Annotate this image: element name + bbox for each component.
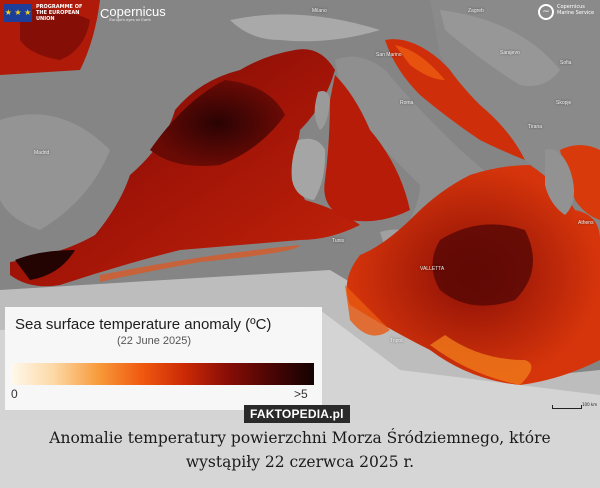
legend-title: Sea surface temperature anomaly (ºC) bbox=[15, 316, 272, 333]
copernicus-c-icon: C bbox=[100, 5, 110, 21]
sirte-coast bbox=[430, 335, 532, 385]
ionian-core bbox=[432, 224, 533, 306]
alps bbox=[230, 14, 380, 42]
algeria-coast bbox=[100, 245, 300, 282]
place-label-skopje: Skopje bbox=[556, 100, 572, 106]
adriatic-warm bbox=[395, 45, 445, 80]
sardinia bbox=[291, 138, 326, 200]
legend-date: (22 June 2025) bbox=[117, 335, 191, 347]
legend-panel: Sea surface temperature anomaly (ºC) (22… bbox=[5, 307, 322, 410]
eu-programme-text: PROGRAMME OF THE EUROPEAN UNION bbox=[36, 4, 83, 22]
tunisia-coast bbox=[345, 285, 390, 336]
gulf-of-lion bbox=[150, 80, 285, 166]
copernicus-logo-text: opernicus bbox=[109, 4, 166, 19]
place-label-sofia: Sofia bbox=[560, 60, 572, 66]
greece bbox=[545, 149, 574, 215]
place-label-athens: Athens bbox=[578, 220, 594, 226]
cms-logo-text: Copernicus Marine Service bbox=[557, 4, 595, 16]
cms-wave-icon: ~ bbox=[538, 4, 554, 20]
tyrrhenian bbox=[324, 75, 410, 222]
place-label-tirana: Tirana bbox=[528, 124, 542, 130]
partner-logos: ★ ★ ★ PROGRAMME OF THE EUROPEAN UNION C … bbox=[4, 4, 166, 22]
legend-colorbar bbox=[11, 363, 314, 385]
place-label-sarajevo: Sarajevo bbox=[500, 50, 520, 56]
place-label-milan: Milano bbox=[312, 8, 327, 14]
place-label-valletta: VALLETTA bbox=[420, 266, 445, 272]
legend-max-label: >5 bbox=[294, 387, 308, 401]
place-label-madrid: Madrid bbox=[34, 150, 50, 156]
eu-flag-icon: ★ ★ ★ bbox=[4, 4, 32, 22]
atlantic-hotspot bbox=[20, 8, 90, 60]
watermark: FAKTOPEDIA.pl bbox=[244, 405, 350, 423]
legend-min-label: 0 bbox=[11, 387, 18, 401]
place-label-tunis: Tunis bbox=[332, 238, 345, 244]
place-label-san-marino: San Marino bbox=[376, 52, 402, 58]
alboran bbox=[15, 250, 75, 280]
place-label-rome: Roma bbox=[400, 100, 414, 106]
copernicus-tagline: Europe's eyes on Earth bbox=[109, 17, 151, 22]
caption-line-1: Anomalie temperatury powierzchni Morza Ś… bbox=[49, 429, 551, 447]
caption: Anomalie temperatury powierzchni Morza Ś… bbox=[0, 426, 600, 474]
italy bbox=[335, 56, 490, 224]
scale-bar bbox=[552, 405, 582, 409]
copernicus-logo: C opernicus Europe's eyes on Earth bbox=[100, 4, 166, 22]
caption-line-2: wystąpiły 22 czerwca 2025 r. bbox=[185, 453, 415, 471]
scale-label: 100 km bbox=[582, 402, 598, 407]
iberia-relief bbox=[0, 114, 110, 230]
aegean bbox=[560, 145, 600, 220]
place-label-tripoli: Tripoli bbox=[390, 338, 404, 344]
cms-logo: ~ Copernicus Marine Service bbox=[538, 4, 597, 20]
corsica bbox=[314, 91, 330, 130]
dinaric bbox=[440, 10, 560, 86]
place-label-zagreb: Zagreb bbox=[468, 8, 484, 14]
